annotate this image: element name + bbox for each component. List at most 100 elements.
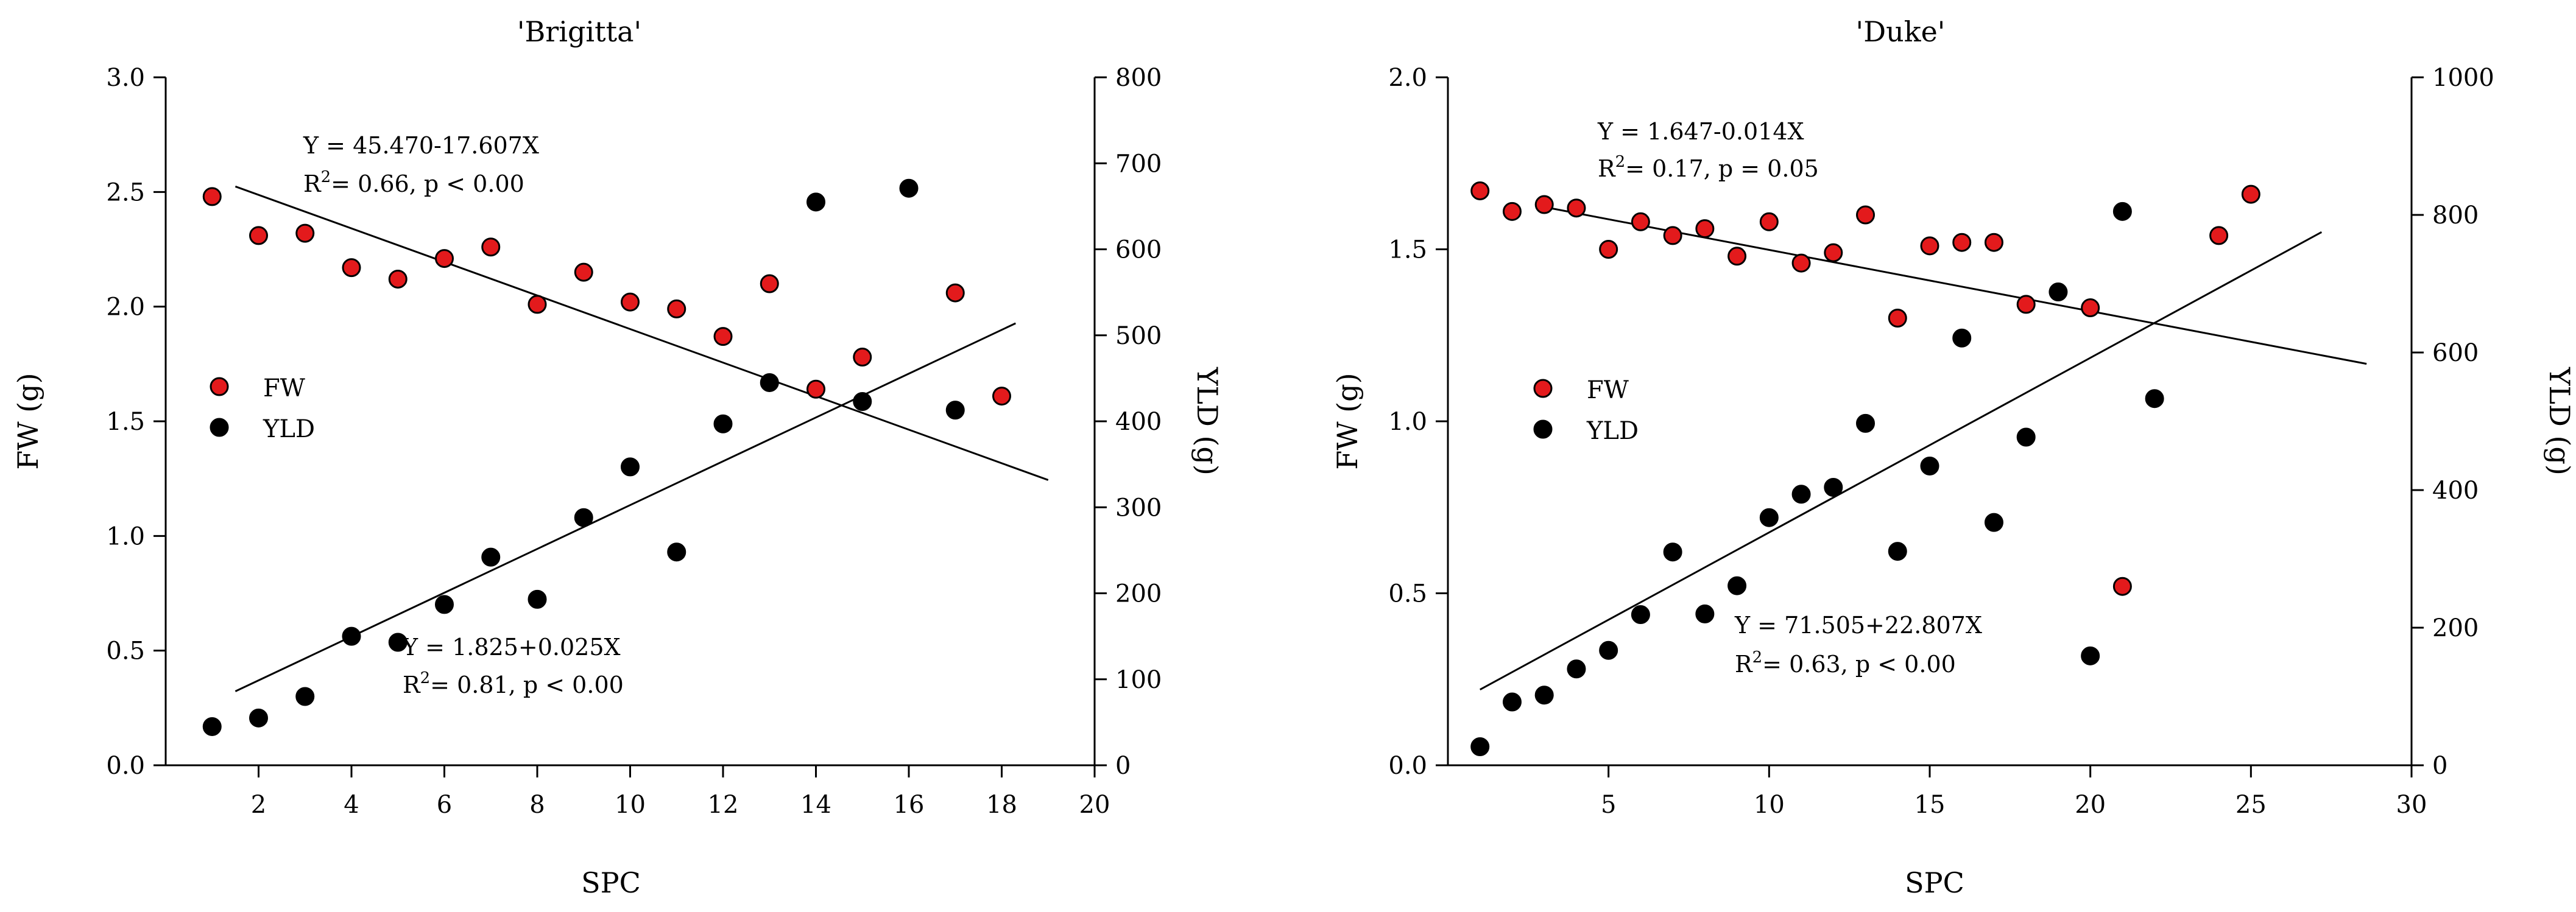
fw-r2-text: R2= 0.66, p < 0.00 [303,168,524,197]
x-tick-label: 10 [615,791,646,819]
y-left-tick-label: 1.5 [1388,236,1427,264]
point-fw [528,295,547,314]
point-yld [1888,542,1907,561]
legend-label-yld: YLD [1586,417,1639,445]
y-right-tick-label: 700 [1115,150,1162,178]
y-left-tick-label: 0.0 [106,752,145,780]
data-points [1470,181,2260,756]
point-yld [1663,542,1682,562]
point-fw [1599,240,1618,259]
point-fw [1888,309,1907,328]
y-axis-left-label: FW (g) [1331,373,1364,469]
x-axis-label: SPC [581,866,641,899]
point-yld [1824,477,1843,497]
point-yld [2145,389,2164,409]
y-right-tick-label: 500 [1115,322,1162,350]
regression-line-fw [235,185,1049,481]
y-right-tick-label: 300 [1115,494,1162,522]
point-fw [481,237,501,257]
yld-equation: Y = 1.825+0.025X [402,634,621,661]
point-fw [1663,226,1682,245]
point-yld [528,589,547,609]
regression-line-yld [235,322,1017,692]
x-tick-label: 16 [894,791,925,819]
legend-marker-fw [1533,379,1553,398]
x-axis-ticks: 2 4 6 8 10 12 14 16 18 20 [251,765,1110,819]
point-yld [342,626,361,646]
y-right-tick-label: 800 [2432,202,2479,230]
y-left-tick-label: 0.5 [106,637,145,665]
point-fw [249,226,268,245]
point-yld [2081,646,2100,665]
point-yld [2016,427,2036,447]
point-yld [295,687,315,706]
point-fw [1856,205,1876,225]
fw-equation: Y = 1.647-0.014X [1597,118,1804,145]
y-left-tick-label: 3.0 [106,64,145,92]
point-yld [1599,640,1618,660]
point-yld [1534,686,1554,705]
point-fw [388,269,408,289]
x-tick-label: 2 [251,791,266,819]
y-left-tick-label: 2.0 [1388,64,1427,92]
point-fw [2209,226,2229,245]
point-yld [1727,576,1747,595]
point-fw [2241,184,2260,204]
point-yld [667,542,686,562]
yld-equation: Y = 71.505+22.807X [1734,612,1982,639]
y-left-tick-label: 1.0 [1388,408,1427,436]
x-tick-label: 8 [529,791,545,819]
y-right-tick-label: 800 [1115,64,1162,92]
y-left-tick-label: 1.0 [106,522,145,550]
y-right-tick-label: 200 [2432,614,2479,642]
y-axis-left-label: FW (g) [12,373,44,469]
point-fw [1824,243,1843,262]
point-yld [1984,513,2003,532]
y-right-tick-label: 400 [1115,408,1162,436]
point-fw [2112,577,2132,596]
x-tick-label: 30 [2396,791,2427,819]
y-right-tick-label: 600 [1115,236,1162,264]
point-yld [1470,737,1490,756]
point-fw [295,223,315,243]
y-axis-right-label: YLD (g) [2543,367,2576,475]
x-axis-label: SPC [1905,866,1964,899]
point-yld [853,392,872,412]
point-fw [1695,219,1715,239]
point-yld [899,178,919,198]
x-axis-ticks: 5 10 15 20 25 30 [1601,765,2427,819]
yld-r2-text: R2= 0.63, p < 0.00 [1735,648,1956,678]
y-right-tick-label: 0 [2432,752,2447,780]
legend-marker-yld [210,418,229,437]
point-fw [1502,202,1522,221]
y-right-tick-label: 400 [2432,477,2479,505]
point-fw [1470,181,1490,200]
legend-label-fw: FW [1587,376,1629,404]
point-fw [713,327,733,346]
point-fw [342,258,361,278]
point-yld [621,457,640,477]
point-fw [435,249,454,268]
point-yld [1759,508,1779,527]
point-yld [481,547,501,567]
point-yld [945,401,965,420]
point-yld [2112,202,2132,221]
point-fw [760,274,779,293]
legend: FW YLD [210,374,315,443]
point-fw [574,262,593,282]
legend-marker-fw [210,377,229,396]
point-yld [1856,413,1876,433]
x-tick-label: 20 [1079,791,1110,819]
point-fw [1791,253,1811,273]
point-fw [1920,236,1939,256]
point-fw [992,387,1011,406]
point-fw [2081,298,2100,318]
y-right-tick-label: 600 [2432,339,2479,367]
chart-title: 'Brigitta' [517,15,641,48]
point-yld [806,192,825,212]
point-yld [249,708,268,728]
y-left-tick-label: 0.0 [1388,752,1427,780]
x-tick-label: 18 [986,791,1017,819]
